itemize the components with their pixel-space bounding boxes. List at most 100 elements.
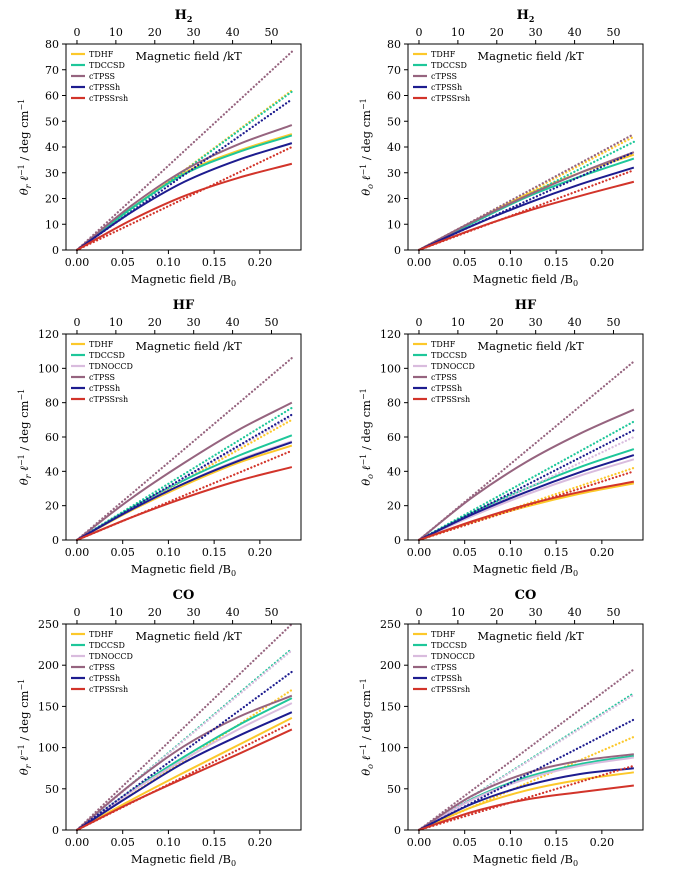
legend-label-cTPSSrsh: cTPSSrsh — [431, 94, 470, 103]
chart-title-subscript: 2 — [529, 14, 535, 24]
y-tick-label: 200 — [38, 659, 59, 672]
x2-tick-label: 20 — [148, 26, 162, 39]
y-tick-label: 70 — [45, 64, 59, 77]
x-tick-label: 0.00 — [65, 256, 90, 269]
y-tick-label: 100 — [380, 742, 401, 755]
series-TDCCSD-line — [76, 434, 293, 541]
series-TDHF-linear-line — [417, 735, 635, 832]
x2-axis-label: Magnetic field /kT — [477, 339, 584, 353]
y-label-theta: θ — [359, 769, 373, 776]
y-label-theta: θ — [17, 768, 31, 775]
x-tick-label: 0.20 — [248, 546, 273, 559]
series-group — [75, 356, 293, 542]
y-axis-label: θr ℓ−1 / deg cm−1 — [17, 679, 33, 776]
series-cTPSSrsh-line — [418, 784, 634, 831]
y-tick-label: 60 — [45, 431, 59, 444]
chart-panel-5: 0.00 0.05 0.10 0.15 0.20 0 10 20 30 40 50 0 50 100 150… — [17, 588, 302, 868]
x2-tick-label: 40 — [226, 316, 240, 329]
x-tick-label: 0.00 — [65, 546, 90, 559]
y-tick-label: 50 — [387, 783, 401, 796]
chart-title: H2 — [517, 8, 535, 24]
series-cTPSSh-line — [76, 441, 293, 541]
y-label-subscript: o — [366, 184, 375, 189]
y-tick-label: 30 — [45, 167, 59, 180]
y-label-units: / deg cm — [359, 690, 373, 744]
y-tick-label: 100 — [38, 742, 59, 755]
x2-tick-label: 10 — [109, 26, 123, 39]
x2-tick-label: 30 — [187, 606, 201, 619]
legend-label-TDNOCCD: TDNOCCD — [431, 652, 475, 661]
chart-panel-6: 0.00 0.05 0.10 0.15 0.20 0 10 20 30 40 50 0 50 100 150… — [359, 588, 644, 868]
x-axis-label: Magnetic field /B0 — [131, 272, 236, 288]
plot-frame — [65, 623, 302, 831]
x2-tick-label: 30 — [187, 26, 201, 39]
x-tick-label: 0.05 — [452, 546, 477, 559]
y-tick-label: 80 — [387, 397, 401, 410]
y-tick-label: 120 — [38, 328, 59, 341]
x2-tick-label: 30 — [529, 606, 543, 619]
y-label-theta: θ — [17, 478, 31, 485]
series-cTPSS-linear-line — [75, 50, 293, 252]
legend: TDHF TDCCSD TDNOCCD cTPSS cTPSSh cTPSSrsh — [71, 340, 133, 404]
x-tick-label: 0.15 — [202, 546, 227, 559]
chart-title: H2 — [175, 8, 193, 24]
x2-tick-label: 40 — [568, 606, 582, 619]
x2-tick-label: 10 — [451, 26, 465, 39]
y-label-ell: ℓ — [17, 176, 31, 185]
x2-tick-label: 50 — [264, 316, 278, 329]
series-TDNOCCD-line — [418, 458, 635, 541]
legend-label-TDCCSD: TDCCSD — [89, 641, 125, 650]
series-cTPSSh-line — [418, 767, 634, 831]
series-cTPSSrsh-linear-line — [417, 470, 635, 542]
legend-label-TDNOCCD: TDNOCCD — [89, 362, 133, 371]
chart-panel-4: 0.00 0.05 0.10 0.15 0.20 0 10 20 30 40 50 0 20 40 60 80… — [359, 298, 644, 578]
y-tick-label: 10 — [387, 218, 401, 231]
series-group — [417, 668, 635, 832]
x2-axis-label: Magnetic field /kT — [135, 339, 242, 353]
y-axis-label: θo ℓ−1 / deg cm−1 — [359, 678, 375, 776]
chart-title: CO — [515, 588, 537, 603]
legend-label-TDNOCCD: TDNOCCD — [431, 362, 475, 371]
legend-label-cTPSSrsh: cTPSSrsh — [89, 395, 128, 404]
series-TDNOCCD-line — [76, 702, 293, 831]
chart-panel-1: 0.00 0.05 0.10 0.15 0.200 10 20 30 40 50010203040… — [17, 8, 302, 288]
y-label-sup2: −1 — [359, 388, 368, 400]
x-axis-label-subscript: 0 — [231, 569, 236, 578]
series-group — [75, 622, 293, 832]
legend-label-TDHF: TDHF — [431, 340, 456, 349]
y-axis-label: θo ℓ−1 / deg cm−1 — [359, 98, 375, 196]
x-tick-label: 0.10 — [498, 256, 523, 269]
y-tick-label: 60 — [45, 90, 59, 103]
y-label-units: / deg cm — [17, 690, 31, 744]
x-tick-label: 0.10 — [156, 546, 181, 559]
series-cTPSS-linear-line — [75, 622, 293, 832]
x-axis-label-subscript: 0 — [231, 859, 236, 868]
chart-panel-3: 0.00 0.05 0.10 0.15 0.20 0 10 20 30 40 50 0 20 40 60 80… — [17, 298, 302, 578]
x2-tick-label: 0 — [415, 606, 422, 619]
y-tick-label: 30 — [387, 167, 401, 180]
y-tick-label: 0 — [52, 244, 59, 257]
legend-label-cTPSSh: cTPSSh — [89, 384, 120, 393]
series-cTPSS-line — [76, 401, 293, 541]
y-tick-label: 150 — [380, 700, 401, 713]
x2-tick-label: 20 — [490, 26, 504, 39]
x-tick-label: 0.15 — [544, 256, 569, 269]
y-label-ell: ℓ — [17, 756, 31, 765]
x-tick-label: 0.15 — [202, 836, 227, 849]
y-tick-label: 20 — [45, 500, 59, 513]
x2-axis-label: Magnetic field /kT — [477, 49, 584, 63]
y-axis-label: θr ℓ−1 / deg cm−1 — [17, 389, 33, 486]
x2-tick-label: 50 — [264, 26, 278, 39]
y-tick-label: 80 — [45, 397, 59, 410]
y-label-sup: −1 — [359, 744, 368, 756]
x2-tick-label: 0 — [73, 26, 80, 39]
legend-label-cTPSSrsh: cTPSSrsh — [431, 685, 470, 694]
series-cTPSSh-linear-line — [417, 151, 635, 252]
x-tick-label: 0.20 — [590, 836, 615, 849]
series-group — [75, 50, 293, 252]
y-tick-label: 200 — [380, 659, 401, 672]
series-cTPSSrsh-line — [76, 728, 293, 831]
y-tick-label: 70 — [387, 64, 401, 77]
y-label-subscript: r — [24, 473, 33, 478]
